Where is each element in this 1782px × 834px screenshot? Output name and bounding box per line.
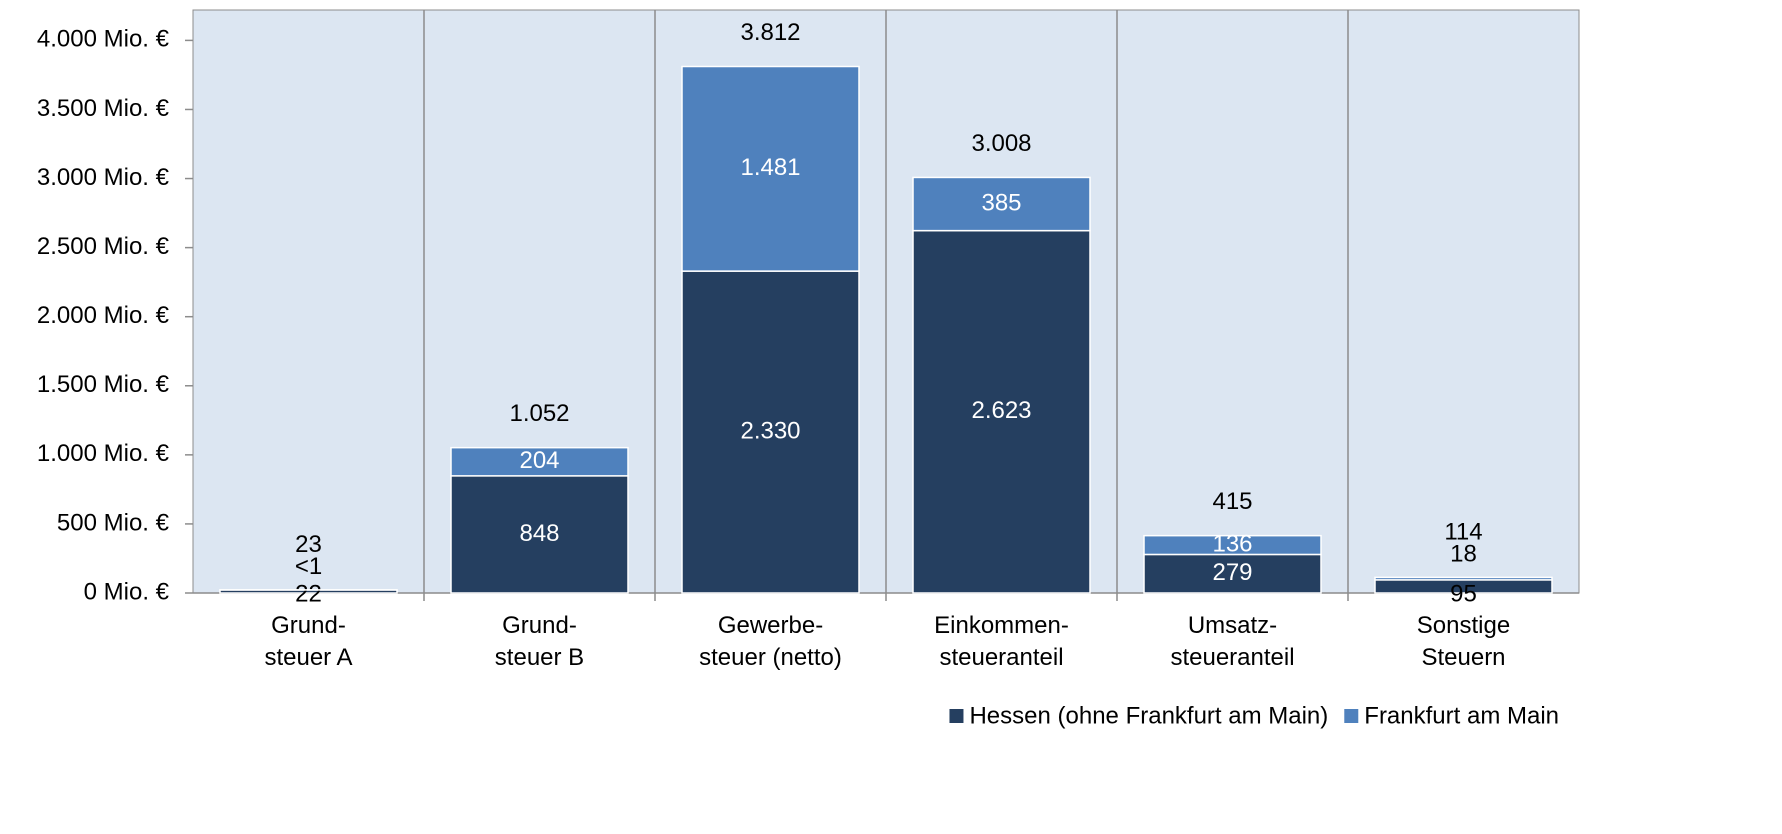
- data-label: 2.330: [740, 417, 800, 444]
- x-tick-line: Einkommen-: [934, 612, 1069, 639]
- x-tick-label: Umsatz-steueranteil: [1170, 612, 1294, 671]
- data-label: 385: [981, 189, 1021, 216]
- x-tick-line: Grund-: [502, 612, 577, 639]
- x-tick-line: Gewerbe-: [718, 612, 823, 639]
- x-tick-label: Sonstige Steuern: [1417, 612, 1510, 671]
- data-label: 2.623: [971, 397, 1031, 424]
- y-tick-label: 2.500 Mio. €: [37, 233, 170, 260]
- data-label: 136: [1212, 530, 1252, 557]
- total-label: 114: [1444, 519, 1482, 546]
- y-tick-label: 3.500 Mio. €: [37, 95, 170, 122]
- data-label: 1.481: [740, 154, 800, 181]
- x-tick-line: Umsatz-: [1188, 612, 1277, 639]
- bar-segment: [1375, 577, 1552, 579]
- x-tick-line: steuer B: [495, 644, 584, 671]
- legend-item: Hessen (ohne Frankfurt am Main): [949, 702, 1328, 729]
- x-tick-label: Einkommen-steueranteil: [934, 612, 1069, 671]
- x-tick-line: steuer (netto): [699, 644, 842, 671]
- legend-label: Frankfurt am Main: [1364, 702, 1559, 729]
- data-label: 204: [519, 447, 559, 474]
- y-tick-label: 0 Mio. €: [84, 578, 170, 605]
- y-tick-label: 4.000 Mio. €: [37, 26, 170, 53]
- y-tick-label: 2.000 Mio. €: [37, 302, 170, 329]
- total-label: 415: [1212, 488, 1252, 515]
- total-label: 3.812: [740, 19, 800, 46]
- x-tick-line: steueranteil: [1170, 644, 1294, 671]
- y-tick-label: 1.500 Mio. €: [37, 371, 170, 398]
- data-label: 22: [295, 580, 322, 607]
- x-tick-line: Sonstige: [1417, 612, 1510, 639]
- x-tick-label: Grund-steuer A: [264, 612, 352, 671]
- x-tick-line: Grund-: [271, 612, 346, 639]
- x-tick-line: steuer A: [264, 644, 352, 671]
- total-label: 1.052: [509, 400, 569, 427]
- legend-swatch: [1344, 709, 1358, 723]
- data-label: 279: [1212, 559, 1252, 586]
- x-tick-label: Gewerbe-steuer (netto): [699, 612, 842, 671]
- x-tick-line: steueranteil: [939, 644, 1063, 671]
- data-label: 95: [1450, 580, 1477, 607]
- data-label: 848: [519, 520, 559, 547]
- y-tick-label: 500 Mio. €: [57, 509, 170, 536]
- y-tick-label: 1.000 Mio. €: [37, 440, 170, 467]
- x-tick-label: Grund-steuer B: [495, 612, 584, 671]
- total-label: 3.008: [971, 130, 1031, 157]
- legend-swatch: [949, 709, 963, 723]
- legend-label: Hessen (ohne Frankfurt am Main): [969, 702, 1328, 729]
- x-tick-line: Steuern: [1421, 644, 1505, 671]
- legend-item: Frankfurt am Main: [1344, 702, 1559, 729]
- total-label: 23: [295, 531, 322, 558]
- y-tick-label: 3.000 Mio. €: [37, 164, 170, 191]
